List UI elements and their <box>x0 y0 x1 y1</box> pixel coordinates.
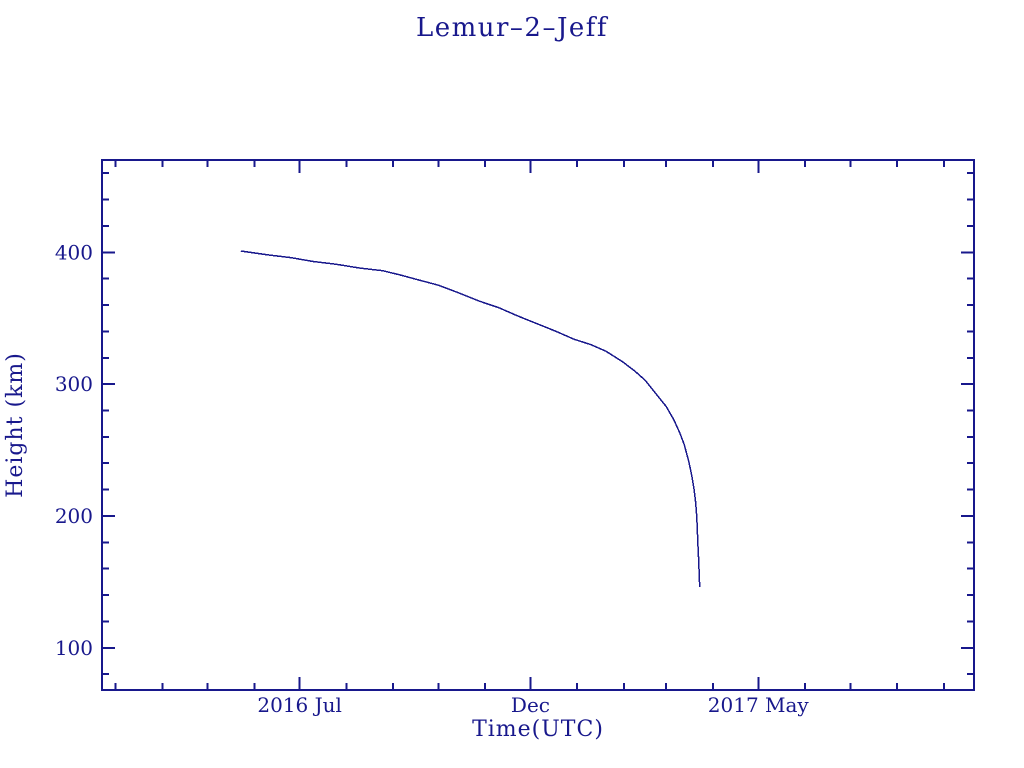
y-tick-label: 100 <box>55 636 93 660</box>
y-tick-label: 200 <box>55 504 93 528</box>
plot-frame <box>101 159 975 691</box>
y-axis-title: Height (km) <box>3 352 28 498</box>
decay-curve <box>240 250 701 588</box>
y-tick-label: 300 <box>55 372 93 396</box>
chart-title: Lemur–2–Jeff <box>415 13 609 43</box>
x-tick-label: Dec <box>511 693 550 717</box>
y-tick-label: 400 <box>55 240 93 264</box>
x-tick-label: 2017 May <box>708 693 810 717</box>
x-axis-title: Time(UTC) <box>472 717 604 742</box>
x-tick-label: 2016 Jul <box>257 693 342 717</box>
